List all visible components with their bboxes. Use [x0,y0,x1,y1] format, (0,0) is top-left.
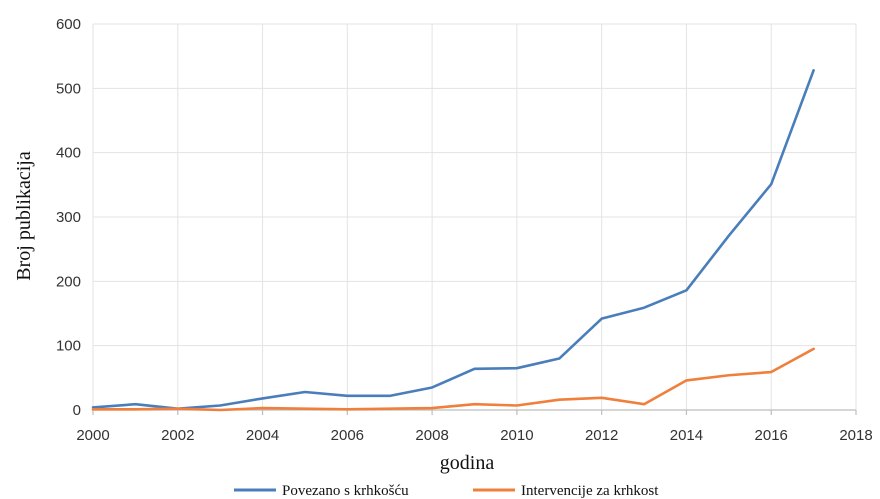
legend-label-povezano: Povezano s krhkošću [282,483,409,499]
tick-labels: 0 100 200 300 400 500 600 2000 2002 2004 2006 2008 2… [56,16,873,444]
x-tick-label: 2018 [839,427,872,444]
x-tick-label: 2004 [246,427,279,444]
x-tick-label: 2000 [76,427,109,444]
x-tick-label: 2006 [331,427,364,444]
series-lines [91,69,815,412]
y-tick-label: 100 [56,338,81,355]
y-tick-label: 0 [73,402,81,419]
gridlines [92,23,857,410]
y-tick-label: 300 [56,209,81,226]
x-tick-label: 2002 [161,427,194,444]
y-tick-label: 400 [56,145,81,162]
y-tick-label: 200 [56,273,81,290]
legend: Povezano s krhkošću Intervencije za krhk… [234,483,659,499]
x-axis-title: godina [440,452,495,474]
x-tick-label: 2014 [670,427,703,444]
x-tick-label: 2010 [500,427,533,444]
y-axis-title: Broj publikacija [13,151,35,281]
x-tick-label: 2016 [755,427,788,444]
series-line-povezano [91,69,815,411]
legend-label-intervencije: Intervencije za krhkost [521,483,659,499]
x-tick-label: 2012 [585,427,618,444]
y-tick-label: 500 [56,80,81,97]
series-line-intervencije [91,347,815,412]
y-tick-label: 600 [56,16,81,33]
x-tick-label: 2008 [415,427,448,444]
